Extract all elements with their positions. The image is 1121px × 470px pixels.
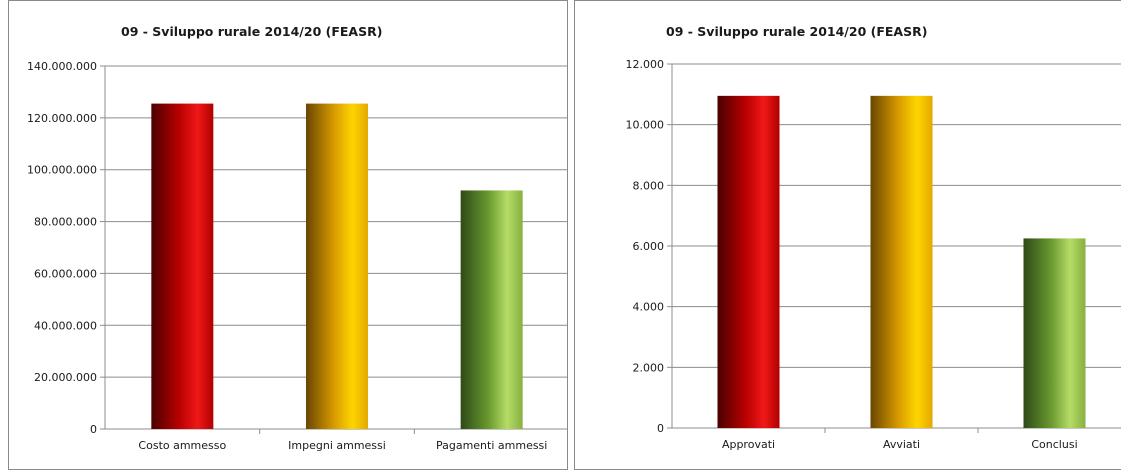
- y-tick-label: 12.000: [626, 58, 665, 71]
- bar-chart-left: 09 - Sviluppo rurale 2014/20 (FEASR) 0 20.…: [9, 1, 568, 470]
- y-tick-label: 0: [90, 423, 97, 436]
- y-tick-label: 100.000.000: [27, 164, 97, 177]
- x-category-label: Avviati: [883, 438, 920, 451]
- y-tick-label: 20.000.000: [34, 371, 97, 384]
- bar-avviati: [871, 96, 933, 428]
- y-tick-label: 4.000: [633, 301, 665, 314]
- y-tick-label: 40.000.000: [34, 319, 97, 332]
- y-tick-label: 0: [657, 422, 664, 435]
- y-tick-label: 10.000: [626, 119, 665, 132]
- x-category-label: Costo ammesso: [138, 439, 226, 452]
- x-category-label: Pagamenti ammessi: [436, 439, 547, 452]
- bar-costo-ammesso: [151, 104, 213, 429]
- bar-impegni-ammessi: [306, 104, 368, 429]
- x-category-label: Conclusi: [1031, 438, 1077, 451]
- y-tick-label: 80.000.000: [34, 216, 97, 229]
- y-tick-label: 6.000: [633, 240, 665, 253]
- chart-panel-right: 09 - Sviluppo rurale 2014/20 (FEASR) 0 2.0…: [574, 0, 1121, 470]
- chart-panel-left: 09 - Sviluppo rurale 2014/20 (FEASR) 0 20.…: [8, 0, 568, 470]
- chart-title: 09 - Sviluppo rurale 2014/20 (FEASR): [121, 24, 382, 39]
- bar-chart-right: 09 - Sviluppo rurale 2014/20 (FEASR) 0 2.0…: [575, 1, 1121, 470]
- y-tick-label: 120.000.000: [27, 112, 97, 125]
- bar-pagamenti-ammessi: [461, 190, 523, 429]
- x-category-label: Impegni ammessi: [288, 439, 386, 452]
- bar-approvati: [718, 96, 780, 428]
- x-category-label: Approvati: [722, 438, 775, 451]
- y-tick-label: 60.000.000: [34, 267, 97, 280]
- bar-conclusi: [1024, 238, 1086, 428]
- chart-title: 09 - Sviluppo rurale 2014/20 (FEASR): [666, 24, 927, 39]
- y-tick-label: 8.000: [633, 179, 665, 192]
- y-tick-label: 2.000: [633, 361, 665, 374]
- y-tick-label: 140.000.000: [27, 60, 97, 73]
